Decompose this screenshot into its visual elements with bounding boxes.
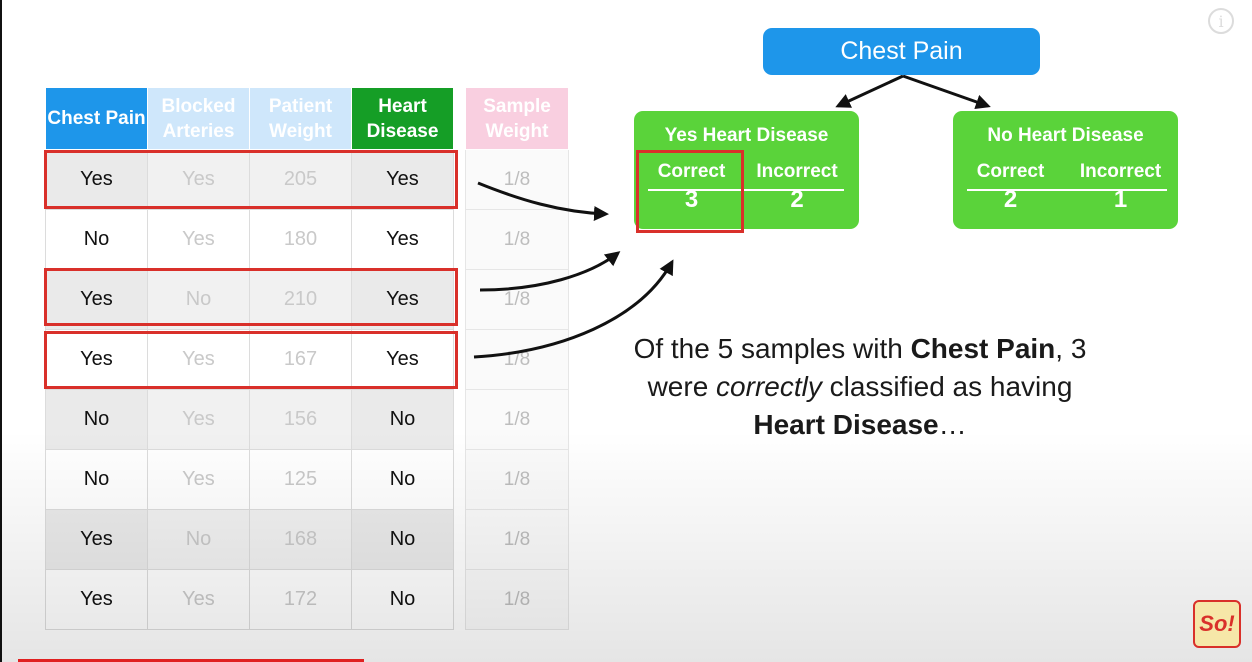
header-chest-pain: Chest Pain <box>45 87 148 150</box>
row-highlight-box <box>44 150 458 209</box>
sample-weight-cell: 1/8 <box>465 269 569 330</box>
cell-blocked-arteries: No <box>147 509 250 570</box>
header-patient-weight: Patient Weight <box>249 87 352 150</box>
frame-left-border <box>0 0 2 662</box>
cell-chest-pain: No <box>45 449 148 510</box>
divider-line <box>967 189 1167 191</box>
sample-weight-cell: 1/8 <box>465 509 569 570</box>
logo-text: So! <box>1199 611 1235 636</box>
cell-patient-weight: 210 <box>249 269 352 330</box>
table-row: No Yes 180 Yes <box>45 209 454 270</box>
leaf-yes-heart-disease: Yes Heart Disease Correct 3 Incorrect 2 <box>634 111 859 229</box>
row-highlight-box <box>44 331 458 389</box>
table-row: Yes No 210 Yes <box>45 269 454 330</box>
cell-heart-disease: Yes <box>351 149 454 210</box>
cell-heart-disease: No <box>351 569 454 630</box>
header-blocked-arteries: Blocked Arteries <box>147 87 250 150</box>
header-heart-disease: Heart Disease <box>351 87 454 150</box>
info-icon[interactable]: i <box>1208 8 1234 34</box>
caption-text: classified as having <box>821 371 1073 402</box>
correct-column: Correct 2 <box>963 161 1058 214</box>
arrow-root-right <box>902 74 991 110</box>
header-sample-weight: Sample Weight <box>465 87 569 150</box>
caption-bold-heart-disease: Heart Disease <box>753 409 939 440</box>
caption-italic-correctly: correctly <box>716 371 822 402</box>
leaf-no-heart-disease: No Heart Disease Correct 2 Incorrect 1 <box>953 111 1178 229</box>
cell-patient-weight: 125 <box>249 449 352 510</box>
table-row: Yes Yes 205 Yes <box>45 149 454 210</box>
cell-blocked-arteries: Yes <box>147 389 250 450</box>
incorrect-label: Incorrect <box>756 161 838 182</box>
cell-blocked-arteries: No <box>147 269 250 330</box>
cell-blocked-arteries: Yes <box>147 569 250 630</box>
cell-heart-disease: Yes <box>351 209 454 270</box>
table-row: No Yes 125 No <box>45 449 454 510</box>
cell-chest-pain: No <box>45 209 148 270</box>
incorrect-count: 2 <box>790 186 804 213</box>
row-highlight-box <box>44 268 458 326</box>
cell-patient-weight: 180 <box>249 209 352 270</box>
caption-text: Of the 5 samples with <box>633 333 911 364</box>
arrow-root-left <box>835 74 904 108</box>
divider-line <box>648 189 844 191</box>
arrow-row1 <box>477 181 609 221</box>
cell-chest-pain: No <box>45 389 148 450</box>
correct-count: 3 <box>684 186 699 213</box>
cell-blocked-arteries: Yes <box>147 149 250 210</box>
table-row: Yes Yes 167 Yes <box>45 329 454 390</box>
tree-root-node: Chest Pain <box>763 28 1040 75</box>
data-table: Chest Pain Blocked Arteries Patient Weig… <box>45 87 454 630</box>
cell-patient-weight: 205 <box>249 149 352 210</box>
correct-count: 2 <box>1003 186 1018 213</box>
caption-bold-chest-pain: Chest Pain <box>910 333 1056 364</box>
table-header-row: Chest Pain Blocked Arteries Patient Weig… <box>45 87 454 150</box>
arrow-row4 <box>473 259 674 359</box>
cell-chest-pain: Yes <box>45 329 148 390</box>
cell-heart-disease: No <box>351 449 454 510</box>
cell-heart-disease: No <box>351 389 454 450</box>
table-row: No Yes 156 No <box>45 389 454 450</box>
sample-weight-cell: 1/8 <box>465 149 569 210</box>
incorrect-label: Incorrect <box>1079 161 1162 182</box>
cell-chest-pain: Yes <box>45 509 148 570</box>
cell-blocked-arteries: Yes <box>147 329 250 390</box>
caption-ellipsis: … <box>938 409 967 440</box>
explanation-caption: Of the 5 samples with Chest Pain, 3 were… <box>610 330 1110 444</box>
video-progress-bar[interactable] <box>18 659 364 662</box>
correct-label: Correct <box>657 161 726 182</box>
correct-column: Correct 3 <box>644 161 739 214</box>
leaf-title: No Heart Disease <box>987 125 1144 146</box>
cell-patient-weight: 156 <box>249 389 352 450</box>
correct-highlight-box <box>636 150 744 233</box>
incorrect-column: Incorrect 1 <box>1068 161 1173 214</box>
incorrect-column: Incorrect 2 <box>747 161 847 214</box>
cell-heart-disease: Yes <box>351 329 454 390</box>
incorrect-count: 1 <box>1113 186 1128 213</box>
caption-text: , 3 were <box>647 333 1087 402</box>
sample-weight-cell: 1/8 <box>465 329 569 390</box>
table-row: Yes No 168 No <box>45 509 454 570</box>
table-row: Yes Yes 172 No <box>45 569 454 630</box>
cell-chest-pain: Yes <box>45 269 148 330</box>
cell-patient-weight: 168 <box>249 509 352 570</box>
sample-weight-table: Sample Weight 1/8 1/8 1/8 1/8 1/8 1/8 1/… <box>465 87 569 630</box>
sample-weight-cell: 1/8 <box>465 449 569 510</box>
channel-logo[interactable]: So! <box>1193 600 1241 648</box>
leaf-title: Yes Heart Disease <box>664 125 829 146</box>
cell-heart-disease: No <box>351 509 454 570</box>
sample-weight-cell: 1/8 <box>465 569 569 630</box>
sample-weight-cell: 1/8 <box>465 389 569 450</box>
cell-blocked-arteries: Yes <box>147 209 250 270</box>
arrow-row3 <box>479 251 621 292</box>
cell-patient-weight: 172 <box>249 569 352 630</box>
correct-label: Correct <box>976 161 1045 182</box>
cell-chest-pain: Yes <box>45 569 148 630</box>
